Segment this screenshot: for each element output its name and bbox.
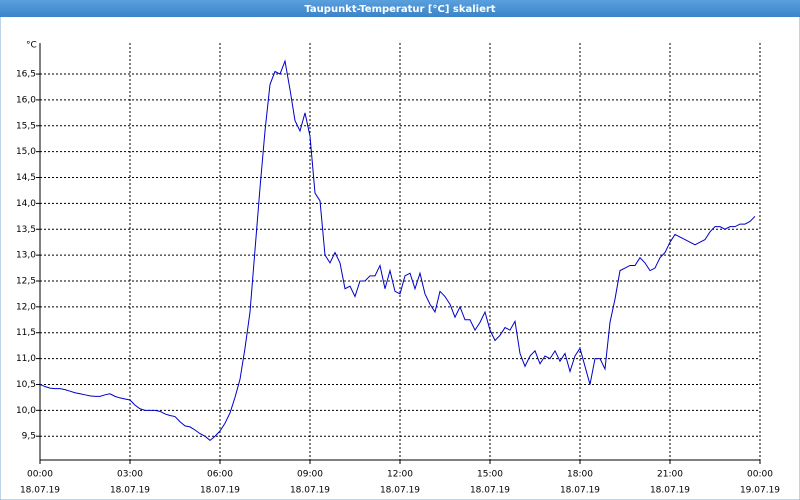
y-axis-unit: °C <box>26 41 37 51</box>
title-bar <box>0 0 800 17</box>
x-tick-date: 19.07.19 <box>740 486 780 496</box>
x-tick-date: 18.07.19 <box>20 486 60 496</box>
y-tick-label: 14,0 <box>16 199 36 209</box>
x-tick-label: 00:00 <box>747 470 773 480</box>
x-tick-date: 18.07.19 <box>200 486 240 496</box>
y-tick-label: 13,0 <box>16 251 36 261</box>
y-tick-label: 12,0 <box>16 302 36 312</box>
x-tick-date: 18.07.19 <box>380 486 420 496</box>
x-tick-label: 21:00 <box>657 470 683 480</box>
x-tick-label: 09:00 <box>297 470 323 480</box>
x-tick-label: 06:00 <box>207 470 233 480</box>
y-tick-label: 16,0 <box>16 95 36 105</box>
y-tick-label: 13,5 <box>16 225 36 235</box>
y-tick-label: 11,0 <box>16 354 36 364</box>
chart-title: Taupunkt-Temperatur [°C] skaliert <box>304 4 495 15</box>
x-tick-date: 18.07.19 <box>470 486 510 496</box>
y-tick-label: 10,5 <box>16 380 36 390</box>
line <box>39 59 756 441</box>
y-tick-label: 15,5 <box>16 121 36 131</box>
x-tick-date: 18.07.19 <box>560 486 600 496</box>
y-tick-label: 15,0 <box>16 147 36 157</box>
x-tick-label: 03:00 <box>117 470 143 480</box>
x-tick-date: 18.07.19 <box>110 486 150 496</box>
y-tick-label: 9,5 <box>22 432 36 442</box>
y-tick-label: 11,5 <box>16 328 36 338</box>
x-tick-label: 18:00 <box>567 470 593 480</box>
y-tick-label: 14,5 <box>16 173 36 183</box>
y-tick-label: 16,5 <box>16 70 36 80</box>
y-tick-label: 12,5 <box>16 276 36 286</box>
x-tick-label: 00:00 <box>27 470 53 480</box>
y-tick-label: 10,0 <box>16 406 36 416</box>
x-tick-date: 18.07.19 <box>650 486 690 496</box>
x-tick-date: 18.07.19 <box>290 486 330 496</box>
x-tick-label: 12:00 <box>387 470 413 480</box>
x-tick-label: 15:00 <box>477 470 503 480</box>
